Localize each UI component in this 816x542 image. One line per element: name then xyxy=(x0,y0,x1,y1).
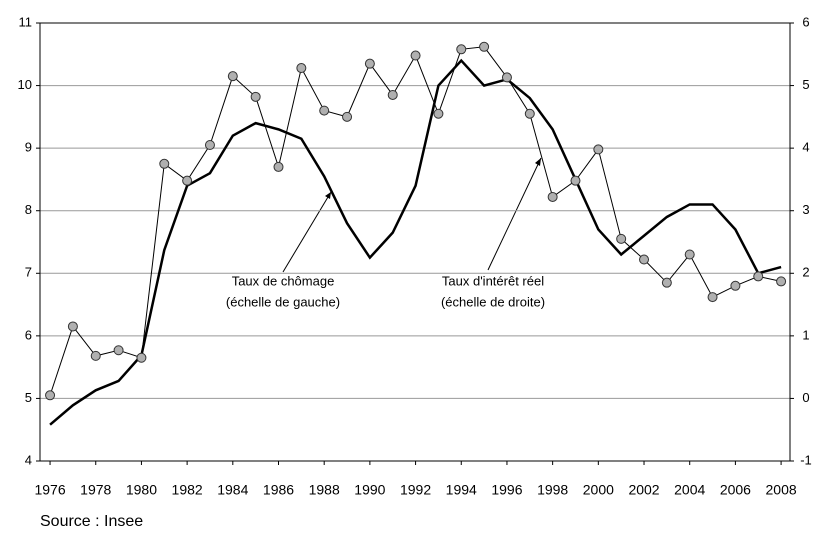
plot-frame xyxy=(39,22,791,462)
data-point xyxy=(296,63,307,74)
data-point xyxy=(45,390,56,401)
annotation: (échelle de gauche) xyxy=(226,294,340,309)
data-point xyxy=(639,254,650,265)
data-point xyxy=(136,352,147,363)
x-tick-label: 1988 xyxy=(309,482,340,498)
y2-tick-label: 2 xyxy=(802,265,809,280)
annotation-arrow xyxy=(282,191,332,273)
y-tick-label: 6 xyxy=(25,327,32,342)
annotation: Taux d'intérêt réel xyxy=(442,273,544,288)
arrow-head xyxy=(535,158,541,166)
x-tick-label: 2000 xyxy=(583,482,614,498)
data-point xyxy=(227,71,238,82)
annotation: (échelle de droite) xyxy=(441,294,545,309)
y2-tick-label: 0 xyxy=(802,390,809,405)
x-tick-label: 1996 xyxy=(491,482,522,498)
data-point xyxy=(182,175,193,186)
source: Source : Insee xyxy=(40,513,143,530)
data-point xyxy=(387,89,398,100)
data-point xyxy=(661,277,672,288)
data-point xyxy=(776,276,787,287)
data-point xyxy=(570,175,581,186)
data-point xyxy=(593,144,604,155)
y2-tick-label: 5 xyxy=(802,77,809,92)
y-tick-label: 5 xyxy=(25,390,32,405)
x-tick-label: 2002 xyxy=(628,482,659,498)
x-tick-label: 1994 xyxy=(446,482,477,498)
annotation: Taux de chômage xyxy=(232,273,335,288)
y-tick-label: 11 xyxy=(19,14,33,29)
y-tick-label: 8 xyxy=(25,202,32,217)
data-point xyxy=(113,345,124,356)
y-tick-label: 9 xyxy=(25,140,32,155)
x-tick-label: 1992 xyxy=(400,482,431,498)
data-point xyxy=(410,50,421,61)
x-tick-label: 1986 xyxy=(263,482,294,498)
y-tick-label: 4 xyxy=(25,452,32,467)
data-point xyxy=(67,321,78,332)
x-tick-label: 1978 xyxy=(80,482,111,498)
data-point xyxy=(456,44,467,55)
x-tick-label: 1998 xyxy=(537,482,568,498)
y-tick-label: 7 xyxy=(25,265,32,280)
x-tick-label: 1980 xyxy=(126,482,157,498)
series-line xyxy=(49,58,782,426)
data-point xyxy=(753,271,764,282)
annotation-arrow xyxy=(487,157,542,271)
data-point xyxy=(90,350,101,361)
data-point xyxy=(364,58,375,69)
data-point xyxy=(250,91,261,102)
data-point xyxy=(547,191,558,202)
data-point xyxy=(159,158,170,169)
y-tick-label: 10 xyxy=(18,77,32,92)
data-point xyxy=(730,280,741,291)
data-point xyxy=(204,140,215,151)
y2-tick-label: 4 xyxy=(802,140,809,155)
data-point xyxy=(684,249,695,260)
data-point xyxy=(273,161,284,172)
x-tick-label: 2006 xyxy=(720,482,751,498)
x-tick-label: 1990 xyxy=(354,482,385,498)
data-point xyxy=(342,111,353,122)
x-tick-label: 2008 xyxy=(766,482,797,498)
y2-tick-label: 3 xyxy=(802,202,809,217)
data-point xyxy=(616,233,627,244)
series-line xyxy=(49,46,782,396)
data-point xyxy=(479,41,490,52)
data-point xyxy=(707,292,718,303)
y2-tick-label: -1 xyxy=(800,452,812,467)
y2-tick-label: 6 xyxy=(802,14,809,29)
y2-tick-label: 1 xyxy=(802,327,809,342)
x-tick-label: 1982 xyxy=(172,482,203,498)
data-point xyxy=(319,105,330,116)
data-point xyxy=(524,108,535,119)
x-tick-label: 1976 xyxy=(34,482,65,498)
data-point xyxy=(433,108,444,119)
x-tick-label: 2004 xyxy=(674,482,705,498)
arrow-head xyxy=(325,192,331,199)
x-tick-label: 1984 xyxy=(217,482,248,498)
data-point xyxy=(501,72,512,83)
